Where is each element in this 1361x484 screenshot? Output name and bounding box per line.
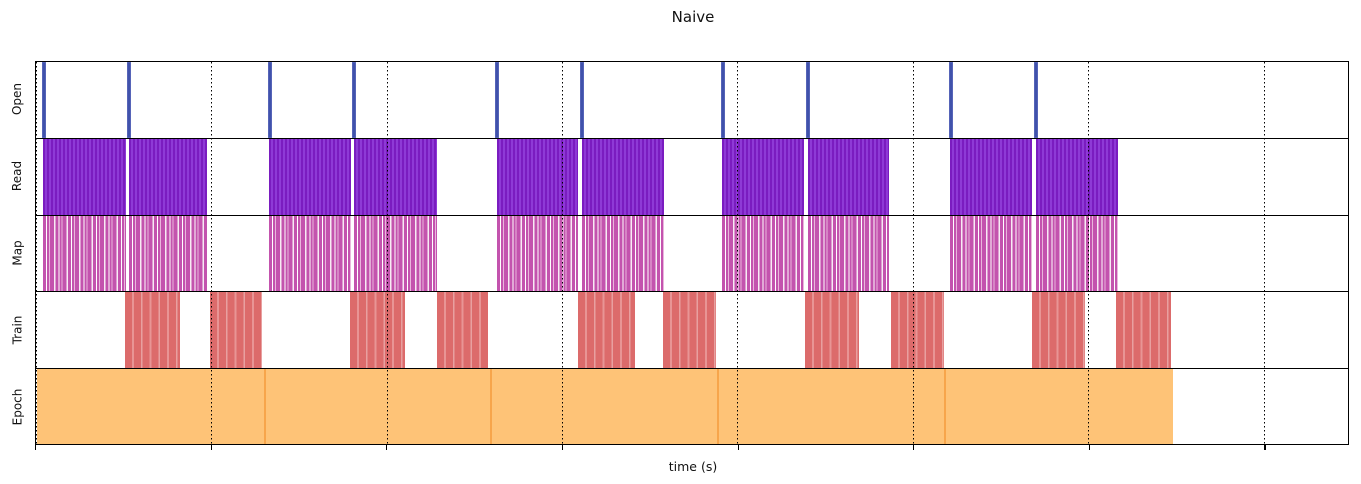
timeline-row-read (36, 138, 1348, 215)
epoch-interval-bar (36, 368, 265, 444)
open-interval-bar (42, 62, 47, 139)
timeline-row-epoch (36, 367, 1348, 444)
row-label-cell: Read (0, 138, 35, 215)
map-interval-bar (1035, 215, 1118, 292)
open-interval-bar (579, 62, 584, 139)
dotted-gridline (737, 62, 739, 444)
dotted-gridline (36, 62, 37, 444)
epoch-interval-bar (264, 368, 493, 444)
x-axis-ticks (35, 445, 1349, 451)
row-label-train: Train (10, 315, 25, 345)
open-interval-bar (721, 62, 726, 139)
x-axis-tick (1264, 445, 1266, 450)
row-label-read: Read (10, 161, 25, 192)
open-interval-bar (949, 62, 954, 139)
open-interval-bar (494, 62, 499, 139)
read-interval-bar (581, 139, 664, 215)
row-label-cell: Epoch (0, 368, 35, 445)
train-interval-bar (891, 292, 945, 368)
row-label-cell: Open (0, 61, 35, 138)
open-interval-bar (268, 62, 273, 139)
read-interval-bar (43, 139, 127, 215)
train-interval-bar (350, 292, 405, 368)
read-interval-bar (129, 139, 208, 215)
row-label-gutter: Open Read Map Train Epoch (0, 61, 35, 445)
map-interval-bar (496, 215, 578, 292)
epoch-interval-bar (943, 368, 1173, 444)
train-interval-bar (125, 292, 181, 368)
read-interval-bar (722, 139, 805, 215)
x-axis-tick (913, 445, 915, 450)
train-interval-bar (805, 292, 860, 368)
map-interval-bar (269, 215, 352, 292)
row-label-open: Open (10, 83, 25, 116)
row-label-epoch: Epoch (10, 388, 25, 425)
x-axis-tick (561, 445, 564, 450)
chart-title: Naive (671, 8, 715, 26)
open-interval-bar (1033, 62, 1038, 139)
train-interval-bar (210, 292, 263, 368)
map-interval-bar (43, 215, 127, 292)
dotted-gridline (1088, 62, 1090, 444)
train-interval-bar (1031, 292, 1085, 368)
epoch-interval-bar (716, 368, 946, 444)
x-axis-tick (737, 445, 739, 450)
read-interval-bar (1035, 139, 1118, 215)
timeline-row-map (36, 214, 1348, 292)
train-interval-bar (662, 292, 717, 368)
dotted-gridline (386, 62, 388, 444)
x-axis-tick (210, 445, 212, 450)
open-interval-bar (806, 62, 811, 139)
dotted-gridline (912, 62, 914, 444)
map-interval-bar (129, 215, 208, 292)
read-interval-bar (354, 139, 437, 215)
map-interval-bar (722, 215, 805, 292)
timeline-row-open (36, 62, 1348, 139)
x-axis-label: time (s) (668, 459, 718, 474)
train-interval-bar (1115, 292, 1171, 368)
timeline-row-train (36, 291, 1348, 368)
read-interval-bar (808, 139, 890, 215)
plot-area (35, 61, 1349, 445)
train-interval-bar (436, 292, 488, 368)
dotted-gridline (562, 62, 564, 444)
map-interval-bar (354, 215, 437, 292)
x-axis-tick (1088, 445, 1090, 450)
dotted-gridline (211, 62, 213, 444)
read-interval-bar (950, 139, 1032, 215)
x-axis-tick (35, 445, 37, 450)
map-interval-bar (581, 215, 664, 292)
open-interval-bar (352, 62, 356, 139)
row-label-cell: Map (0, 215, 35, 292)
x-axis-tick (386, 445, 388, 450)
map-interval-bar (808, 215, 890, 292)
row-label-cell: Train (0, 291, 35, 368)
row-label-map: Map (10, 240, 25, 266)
dotted-gridline (1263, 62, 1265, 444)
read-interval-bar (269, 139, 352, 215)
read-interval-bar (496, 139, 578, 215)
open-interval-bar (127, 62, 132, 139)
train-interval-bar (577, 292, 635, 368)
map-interval-bar (950, 215, 1032, 292)
epoch-interval-bar (490, 368, 719, 444)
